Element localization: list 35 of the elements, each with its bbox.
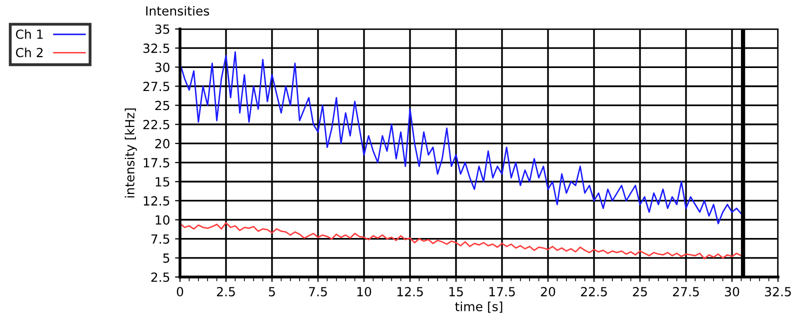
y-tick-label: 15	[156, 177, 170, 187]
y-tick-label: 20	[155, 138, 170, 148]
y-tick-label: 25	[155, 100, 170, 110]
x-tick-label: 0	[176, 286, 184, 296]
y-tick-label: 10	[156, 215, 170, 225]
line-series	[180, 51, 742, 224]
x-tick-label: 30	[725, 286, 740, 296]
x-axis-title: time [s]	[455, 302, 502, 313]
y-tick-label: 32.5	[143, 44, 170, 54]
x-tick-label: 17.5	[489, 287, 515, 296]
line-series	[180, 222, 742, 260]
y-tick-label: 7.5	[151, 234, 170, 244]
x-tick-label: 22.5	[581, 286, 607, 296]
x-tick-label: 2.5	[216, 286, 235, 296]
y-tick-label: 17.5	[144, 158, 170, 168]
y-tick-label: 27.5	[143, 82, 170, 92]
x-tick-label: 5	[268, 287, 275, 296]
y-tick-label: 5	[163, 254, 170, 263]
x-tick-label: 20	[540, 286, 556, 296]
x-tick-label: 10	[357, 286, 372, 296]
y-tick-label: 35	[155, 24, 170, 34]
x-tick-label: 7.5	[309, 287, 327, 296]
legend-label: Ch 1	[16, 29, 43, 39]
x-tick-label: 32.5	[765, 286, 791, 296]
legend-label: Ch 2	[16, 48, 43, 58]
x-tick-label: 15	[449, 287, 463, 296]
y-tick-label: 30	[155, 62, 170, 72]
y-tick-label: 22.5	[143, 120, 170, 130]
y-tick-label: 12.5	[144, 196, 170, 206]
y-tick-label: 2.5	[151, 272, 170, 282]
chart-title: Intensities	[146, 6, 210, 16]
x-tick-label: 25	[632, 286, 647, 296]
x-tick-label: 27.5	[673, 286, 699, 296]
y-axis-title: intensity [kHz]	[124, 108, 137, 198]
x-tick-label: 12.5	[397, 286, 423, 296]
